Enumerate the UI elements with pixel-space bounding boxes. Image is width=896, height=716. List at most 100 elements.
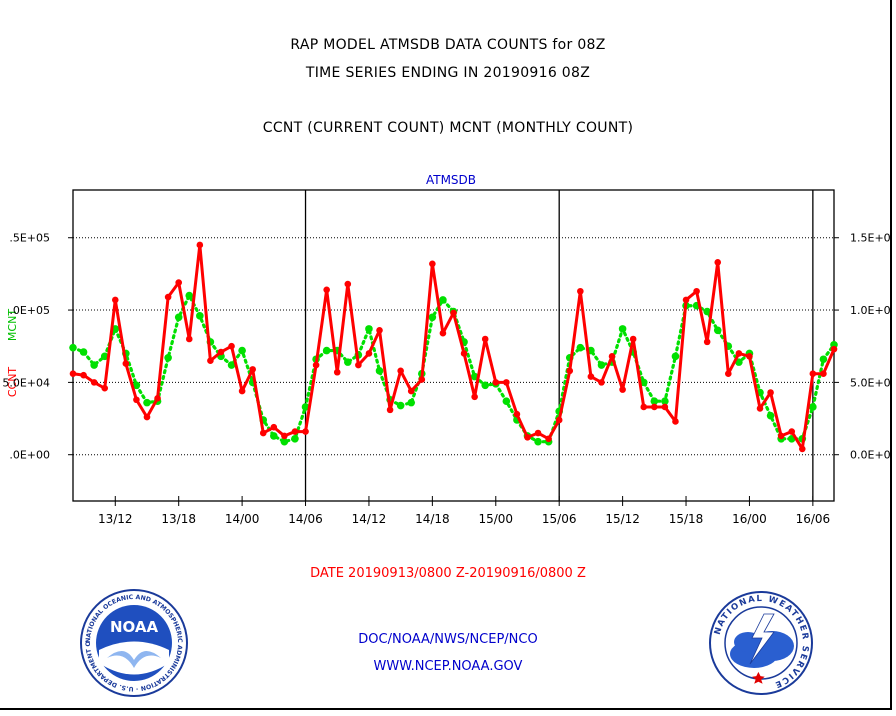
ccnt-point	[703, 338, 711, 346]
mcnt-point	[819, 355, 828, 364]
y-tick-label-left: .0E+05	[9, 304, 50, 317]
chart-title-line2: TIME SERIES ENDING IN 20190916 08Z	[305, 65, 591, 81]
mcnt-point	[428, 313, 437, 322]
ccnt-point	[651, 403, 658, 411]
ccnt-point	[577, 287, 584, 295]
ccnt-point	[714, 259, 722, 266]
date-range-label: DATE 20190913/0800 Z-20190916/0800 Z	[310, 566, 586, 581]
org-label: DOC/NOAA/NWS/NCEP/NCO	[358, 632, 538, 647]
ccnt-point	[344, 280, 352, 288]
mcnt-point	[671, 352, 680, 361]
x-tick-label: 14/06	[288, 512, 323, 526]
x-tick-label: 15/12	[605, 512, 640, 526]
ccnt-point	[101, 384, 109, 392]
x-tick-label: 15/00	[478, 512, 513, 526]
chart-title-line1: RAP MODEL ATMSDB DATA COUNTS for 08Z	[290, 37, 606, 53]
ccnt-point	[640, 403, 648, 411]
mcnt-point	[396, 401, 405, 410]
ccnt-point	[524, 434, 531, 441]
ccnt-point	[386, 406, 394, 414]
ccnt-point	[598, 379, 605, 386]
ccnt-point	[164, 293, 172, 301]
mcnt-point	[344, 358, 352, 366]
ccnt-point	[661, 403, 669, 411]
mcnt-point	[185, 291, 194, 300]
mcnt-point	[100, 352, 109, 361]
x-tick-label: 15/06	[542, 512, 577, 526]
x-tick-label: 16/00	[732, 512, 767, 526]
ccnt-point	[111, 296, 119, 304]
ccnt-point	[407, 387, 415, 395]
ccnt-point	[291, 428, 299, 435]
noaa-logo-text: NOAA	[110, 618, 159, 636]
ccnt-point	[355, 361, 362, 369]
mcnt-point	[502, 397, 511, 405]
ylabel-ccnt: CCNT	[6, 367, 19, 398]
ccnt-point	[756, 405, 764, 412]
ccnt-point	[312, 361, 320, 369]
ccnt-point	[693, 287, 700, 295]
ccnt-point	[471, 393, 478, 401]
mcnt-point	[90, 361, 98, 369]
ccnt-point	[333, 368, 341, 376]
mcnt-point	[79, 348, 88, 356]
ccnt-point	[619, 386, 626, 393]
ccnt-point	[249, 366, 256, 373]
x-tick-label: 14/12	[352, 512, 387, 526]
ccnt-point	[820, 370, 827, 378]
x-tick-label: 15/18	[669, 512, 704, 526]
ccnt-point	[746, 353, 753, 360]
ccnt-point	[270, 423, 278, 431]
mcnt-point	[301, 403, 310, 411]
x-tick-label: 14/18	[415, 512, 450, 526]
ccnt-point	[429, 260, 436, 268]
mcnt-point	[291, 435, 299, 443]
ccnt-point	[418, 376, 426, 383]
url-link[interactable]: WWW.NCEP.NOAA.GOV	[373, 659, 523, 674]
mcnt-point	[196, 312, 204, 320]
ccnt-point	[259, 429, 267, 437]
ccnt-point	[90, 379, 98, 386]
ccnt-point	[238, 387, 246, 395]
mcnt-point	[322, 346, 331, 355]
nws-logo: NATIONAL WEATHER SERVICE	[709, 591, 813, 695]
ylabel-mcnt: MCNT	[6, 309, 19, 341]
mcnt-point	[703, 307, 711, 316]
ccnt-point	[122, 360, 130, 367]
noaa-logo: NOAA NATIONAL OCEANIC AND ATMOSPHERIC AD…	[79, 588, 188, 697]
y-tick-label-left: .0E+00	[9, 449, 50, 462]
ccnt-point	[672, 418, 679, 425]
ccnt-point	[281, 432, 288, 440]
ccnt-point	[460, 350, 468, 357]
mcnt-point	[597, 361, 606, 369]
y-tick-label-left: .5E+05	[9, 232, 50, 245]
ccnt-point	[608, 353, 616, 360]
ccnt-point	[69, 370, 77, 378]
ccnt-point	[133, 396, 140, 404]
ccnt-point	[175, 279, 182, 286]
mcnt-point	[576, 343, 585, 352]
y-tick-label-left: 5.0E+04	[2, 376, 50, 389]
ccnt-point	[830, 345, 838, 353]
mcnt-point	[407, 398, 416, 407]
mcnt-point	[238, 346, 246, 355]
ccnt-point	[185, 335, 193, 343]
mcnt-point	[227, 361, 236, 369]
ccnt-point	[788, 428, 796, 435]
ccnt-point	[397, 367, 404, 375]
ccnt-point	[545, 435, 552, 443]
ccnt-point	[376, 327, 383, 334]
ccnt-point	[481, 335, 489, 343]
ccnt-point	[439, 329, 447, 337]
ccnt-point	[154, 394, 161, 402]
ccnt-point	[143, 413, 151, 421]
ccnt-point	[767, 389, 774, 396]
mcnt-point	[661, 397, 669, 405]
mcnt-point	[365, 325, 373, 333]
x-tick-label: 14/00	[225, 512, 260, 526]
mcnt-point	[69, 343, 77, 352]
ccnt-point	[725, 370, 732, 378]
ccnt-point	[217, 348, 225, 356]
ccnt-point	[555, 416, 563, 424]
